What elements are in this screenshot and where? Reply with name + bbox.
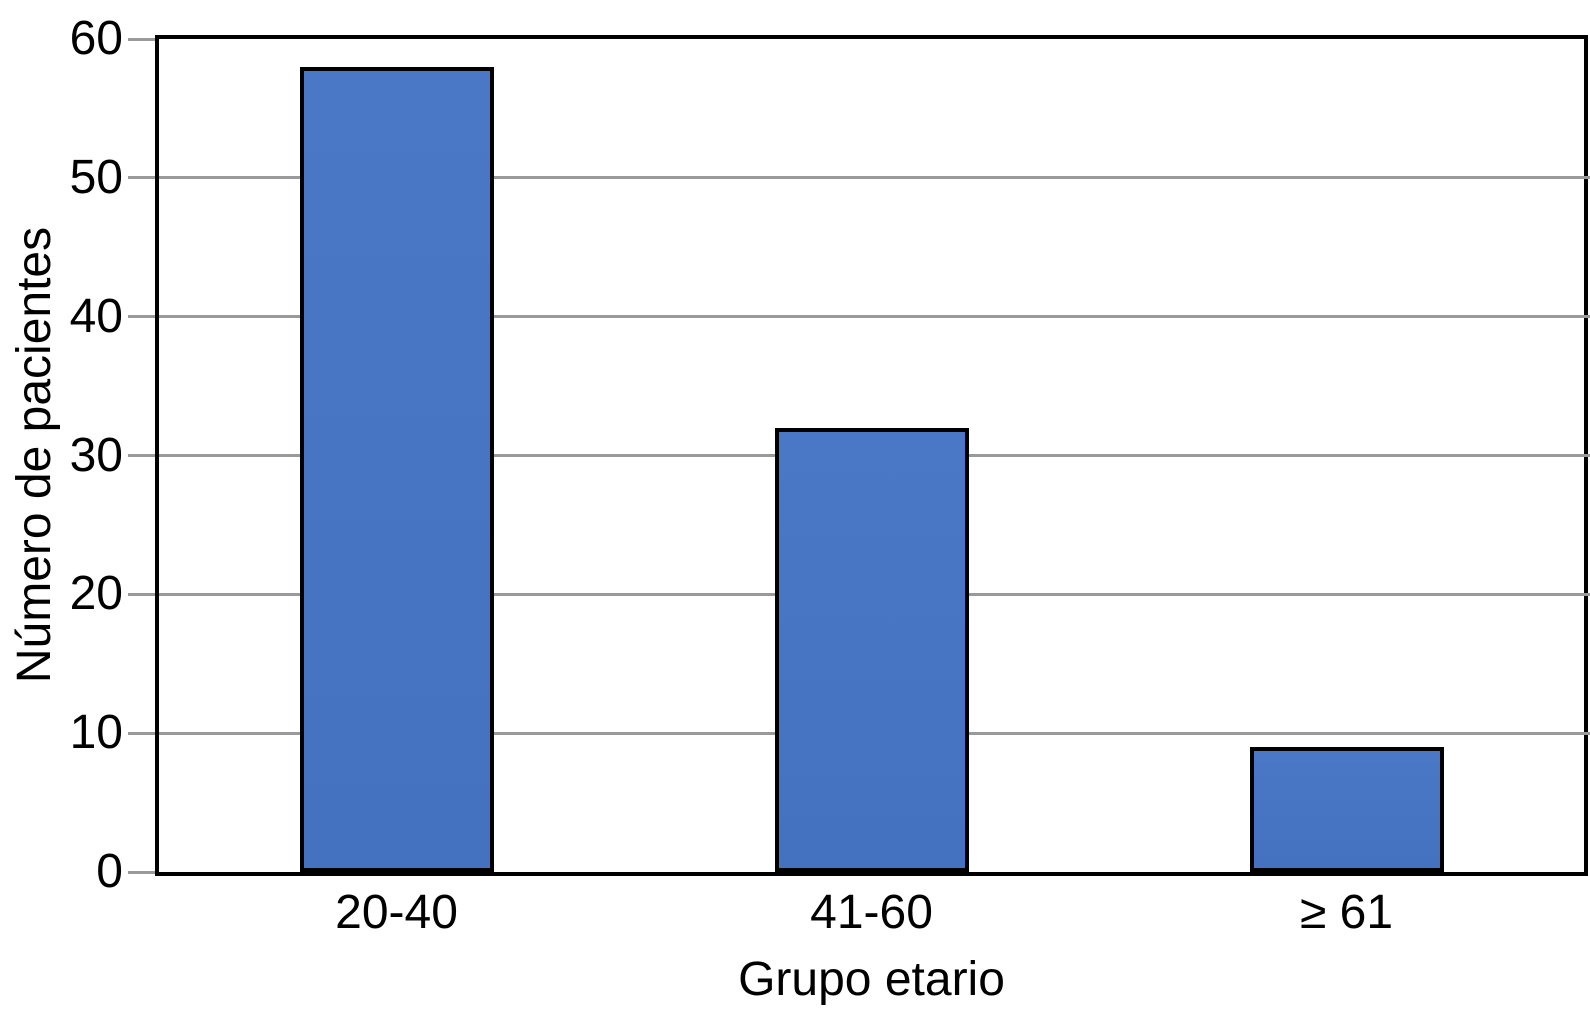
y-tick-label: 0 <box>96 845 123 898</box>
bar-3 <box>1249 747 1444 872</box>
y-tick-mark <box>128 176 155 180</box>
y-tick-label: 30 <box>69 428 123 482</box>
y-tick-mark <box>128 731 155 735</box>
gridline <box>159 176 1590 180</box>
bar-1 <box>299 66 494 872</box>
x-tick-label: 41-60 <box>810 886 933 939</box>
y-tick-label: 20 <box>69 567 123 621</box>
y-tick-label: 40 <box>69 289 123 343</box>
y-tick-mark <box>128 592 155 596</box>
y-axis-layer: 0 10 20 30 40 50 60 <box>0 12 155 898</box>
y-tick-mark <box>128 870 155 874</box>
x-tick-label: ≥ 61 <box>1299 886 1394 939</box>
y-tick-label: 10 <box>69 706 123 760</box>
y-tick-mark <box>128 454 155 457</box>
gridline <box>159 315 1590 319</box>
y-tick-label: 60 <box>69 12 123 65</box>
x-axis-title: Grupo etario <box>738 953 1005 1006</box>
x-tick-label: 20-40 <box>335 886 458 939</box>
bar-2 <box>774 427 969 872</box>
x-axis-category-labels: 20-40 41-60 ≥ 61 <box>159 884 1584 944</box>
y-tick-mark <box>128 315 155 319</box>
bars-layer <box>159 39 1584 872</box>
y-tick-mark <box>128 37 155 41</box>
y-tick-label: 50 <box>69 150 123 204</box>
